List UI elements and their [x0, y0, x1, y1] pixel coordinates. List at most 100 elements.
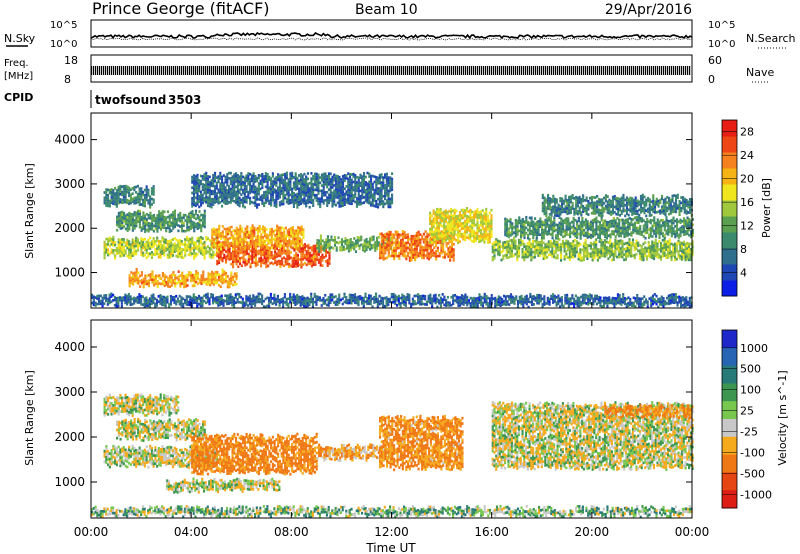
power-cell	[253, 231, 256, 235]
power-cell	[394, 238, 397, 242]
power-cell	[564, 199, 567, 203]
power-cell	[203, 175, 206, 179]
power-cell	[372, 238, 375, 241]
power-cell	[265, 260, 268, 263]
power-cell	[544, 243, 547, 246]
freq-sample-bar	[163, 66, 165, 75]
power-cell	[328, 244, 331, 248]
power-cell	[312, 263, 315, 267]
power-cell	[414, 239, 417, 243]
power-cell	[237, 249, 240, 253]
freq-sample-bar	[277, 66, 279, 75]
power-cell	[576, 222, 579, 226]
power-cell	[640, 217, 644, 221]
power-cell	[175, 220, 178, 224]
freq-sample-bar	[269, 66, 271, 75]
power-cell	[249, 237, 252, 241]
power-cell	[215, 197, 218, 201]
power-cell	[666, 201, 669, 205]
power-cell	[575, 245, 578, 249]
power-cell	[235, 249, 238, 253]
power-cell	[572, 216, 575, 220]
power-cell	[458, 211, 462, 214]
power-cell	[244, 238, 247, 241]
power-cell	[512, 241, 515, 244]
power-cell	[391, 233, 394, 236]
power-cell	[447, 249, 450, 253]
power-cell	[251, 240, 254, 243]
power-cell	[191, 236, 194, 240]
power-cell	[563, 218, 566, 222]
power-cell	[554, 200, 557, 204]
power-cell	[579, 248, 582, 251]
power-cell	[444, 212, 447, 215]
power-cell	[265, 252, 268, 255]
power-cell	[582, 250, 585, 254]
power-cell	[430, 214, 433, 218]
power-cell	[117, 214, 120, 218]
power-cell	[253, 239, 256, 243]
power-cell	[205, 235, 208, 239]
power-cell	[595, 248, 598, 252]
power-cell	[600, 226, 603, 230]
power-cell	[585, 209, 588, 213]
power-cell	[181, 276, 184, 280]
power-cell	[262, 238, 265, 242]
freq-sample-bar	[417, 66, 419, 75]
power-cell	[147, 222, 150, 225]
power-cell	[444, 214, 447, 218]
power-cell	[551, 236, 554, 240]
power-cell	[569, 230, 572, 233]
power-cell	[498, 242, 501, 246]
power-cell	[241, 240, 244, 244]
freq-sample-bar	[139, 66, 141, 75]
power-cell	[609, 239, 612, 242]
power-cell	[232, 242, 235, 246]
power-cell	[635, 252, 638, 256]
power-cell	[173, 220, 177, 223]
power-cell	[600, 241, 603, 245]
power-cell	[288, 228, 291, 231]
power-cell	[528, 232, 531, 236]
power-cell	[149, 278, 152, 281]
power-cell	[504, 228, 507, 231]
power-cell	[133, 250, 136, 253]
power-cell	[133, 201, 136, 205]
power-cell	[260, 235, 263, 239]
power-cell	[677, 255, 680, 259]
power-cell	[632, 231, 635, 235]
power-cell	[617, 210, 620, 214]
power-cell	[623, 247, 626, 251]
power-cell	[149, 222, 152, 225]
power-cell	[228, 277, 231, 281]
power-cell	[572, 255, 575, 259]
power-cell	[450, 210, 453, 214]
power-cell	[224, 271, 228, 275]
power-cell	[239, 246, 242, 250]
power-cell	[485, 229, 488, 232]
power-cell	[665, 253, 668, 257]
power-cell	[490, 235, 493, 239]
freq-sample-bar	[337, 66, 339, 75]
power-cell	[274, 250, 277, 254]
power-cell	[450, 231, 453, 235]
power-cell	[114, 186, 117, 190]
freq-sample-bar	[391, 66, 393, 75]
power-cell	[251, 242, 254, 246]
power-cell	[124, 241, 127, 245]
power-cell	[663, 220, 666, 224]
power-cell	[172, 271, 175, 274]
power-cell	[519, 224, 523, 228]
freq-sample-bar	[191, 66, 193, 75]
power-cell	[584, 238, 587, 242]
power-cell	[549, 239, 552, 243]
power-cell	[270, 250, 273, 254]
power-cell	[554, 248, 557, 252]
power-cell	[253, 226, 256, 230]
power-cell	[237, 241, 240, 245]
power-cell	[469, 219, 472, 223]
power-cell	[374, 241, 377, 244]
power-cell	[149, 273, 152, 276]
power-cell	[691, 223, 694, 227]
power-cell	[637, 244, 640, 247]
